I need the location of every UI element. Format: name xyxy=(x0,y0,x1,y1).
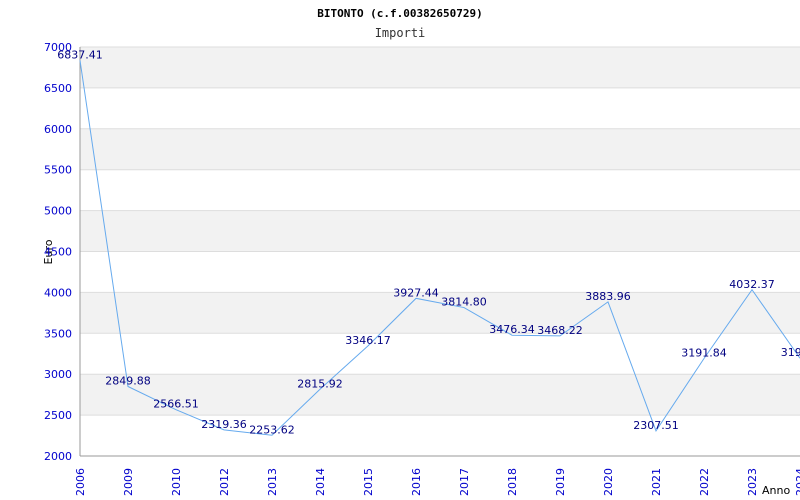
grid-band xyxy=(80,292,800,334)
x-tick-label: 2017 xyxy=(458,468,471,496)
x-tick-label: 2021 xyxy=(650,468,663,496)
x-tick-label: 2016 xyxy=(410,468,423,496)
y-tick-label: 5000 xyxy=(44,205,72,218)
y-tick-label: 3000 xyxy=(44,368,72,381)
data-label: 2849.88 xyxy=(105,374,151,387)
y-tick-label: 3500 xyxy=(44,327,72,340)
x-tick-label: 2009 xyxy=(122,468,135,496)
x-tick-label: 2022 xyxy=(698,468,711,496)
y-tick-label: 6500 xyxy=(44,82,72,95)
y-tick-label: 2000 xyxy=(44,450,72,463)
data-label: 2319.36 xyxy=(201,418,247,431)
chart-subtitle: Importi xyxy=(375,26,426,40)
x-tick-label: 2020 xyxy=(602,468,615,496)
data-label: 2566.51 xyxy=(153,398,199,411)
x-tick-labels: 2006 2009 2010 2012 2013 2014 2015 2016 2017 2018… xyxy=(74,468,800,496)
grid-band xyxy=(80,47,800,88)
data-label: 2253.62 xyxy=(249,423,295,436)
y-tick-labels: 2000 2500 3000 3500 4000 4500 5000 5500 6000 6500… xyxy=(44,41,72,463)
x-tick-label: 2010 xyxy=(170,468,183,496)
y-axis-label: Euro xyxy=(42,239,55,264)
x-tick-label: 2023 xyxy=(746,468,759,496)
y-tick-label: 4500 xyxy=(44,246,72,259)
data-label: 4032.37 xyxy=(729,278,775,291)
data-label: 3476.34 xyxy=(489,323,535,336)
data-label: 3195.2 xyxy=(781,346,800,359)
chart-title: BITONTO (c.f.00382650729) xyxy=(317,7,483,20)
data-label: 3346.17 xyxy=(345,334,391,347)
y-tick-label: 4000 xyxy=(44,286,72,299)
data-label: 3814.80 xyxy=(441,296,487,309)
x-tick-label: 2015 xyxy=(362,468,375,496)
x-tick-label: 2013 xyxy=(266,468,279,496)
y-tick-label: 7000 xyxy=(44,41,72,54)
x-tick-label: 2019 xyxy=(554,468,567,496)
data-label: 3468.22 xyxy=(537,324,583,337)
x-tick-label: 2012 xyxy=(218,468,231,496)
series-line xyxy=(79,60,800,436)
x-tick-label: 2024 xyxy=(794,468,800,496)
data-label: 3927.44 xyxy=(393,286,439,299)
x-tick-label: 2018 xyxy=(506,468,519,496)
x-axis-label: Anno xyxy=(762,484,790,497)
data-label: 2307.51 xyxy=(633,419,679,432)
grid-bands xyxy=(80,47,800,416)
y-tick-label: 5500 xyxy=(44,164,72,177)
data-label: 2815.92 xyxy=(297,377,343,390)
x-tick-label: 2006 xyxy=(74,468,87,496)
grid-lines xyxy=(80,46,800,457)
grid-band xyxy=(80,210,800,252)
x-tick-label: 2014 xyxy=(314,468,327,496)
y-tick-label: 6000 xyxy=(44,123,72,136)
grid-band xyxy=(80,128,800,170)
data-label: 6837.41 xyxy=(57,48,103,61)
data-label: 3883.96 xyxy=(585,290,631,303)
data-label: 3191.84 xyxy=(681,347,727,360)
y-tick-label: 2500 xyxy=(44,409,72,422)
